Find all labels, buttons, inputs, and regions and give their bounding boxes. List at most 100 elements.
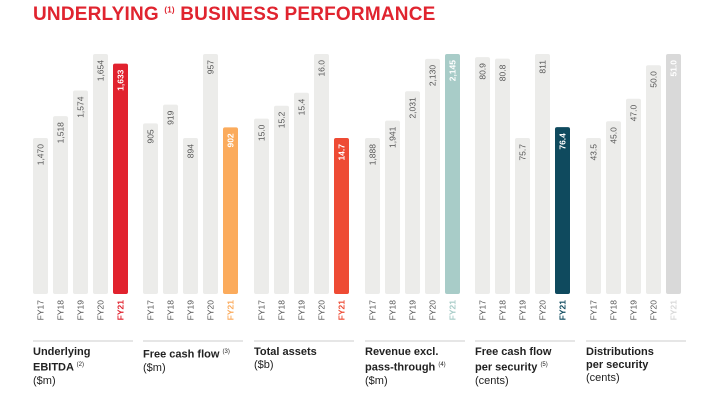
panel-label-line2: pass-through (4)	[365, 359, 465, 375]
bar-revenue-fy17	[365, 138, 380, 294]
bar-fcf_per_security-fy18	[495, 58, 510, 294]
bar-value-label: 75.7	[518, 144, 528, 161]
bar-value-label: 14.7	[337, 144, 347, 161]
category-label: FY17	[36, 300, 46, 321]
category-label: FY21	[558, 300, 568, 321]
panel-footnote-ref: (5)	[540, 362, 548, 368]
category-label: FY21	[669, 300, 679, 321]
category-label: FY19	[629, 300, 639, 321]
bar-revenue-fy21	[445, 54, 460, 294]
category-label: FY17	[589, 300, 599, 321]
category-label: FY18	[277, 300, 287, 321]
bar-total_assets-fy19	[294, 92, 309, 295]
bar-free_cash_flow-fy20	[203, 54, 218, 294]
bar-ebitda-fy20	[93, 54, 108, 294]
category-label: FY19	[76, 300, 86, 321]
panel-footnote-ref: (4)	[438, 362, 446, 368]
panel-unit: ($m)	[33, 374, 56, 387]
chart-panel-ebitda: 1,470 FY17 1,518 FY18 1,574 FY19 1,654 FY20 1,63…	[33, 54, 133, 342]
panel-label-revenue: Revenue excl. pass-through (4) ($m)	[365, 346, 465, 388]
panel-label-line1: Free cash flow	[475, 346, 552, 358]
bar-value-label: 76.4	[558, 133, 568, 150]
bar-value-label: 957	[206, 60, 216, 74]
bar-fcf_per_security-fy17	[475, 57, 490, 294]
bar-value-label: 2,145	[448, 60, 458, 82]
page-title: UNDERLYING (1) BUSINESS PERFORMANCE	[33, 4, 435, 26]
bar-value-label: 80.9	[478, 63, 488, 80]
panel-label-ebitda: Underlying EBITDA (2) ($m)	[33, 346, 133, 388]
panel-label-line1: Underlying	[33, 346, 91, 358]
panel-label-line2: per security (5)	[475, 359, 575, 375]
panel-unit: (cents)	[475, 374, 509, 387]
bar-fcf_per_security-fy21	[555, 127, 570, 294]
bar-ebitda-fy21	[113, 63, 128, 294]
bar-value-label: 43.5	[589, 144, 599, 161]
category-label: FY17	[146, 300, 156, 321]
bar-total_assets-fy20	[314, 54, 329, 294]
panel-label-distributions: Distributions per security (cents)	[586, 346, 686, 385]
category-label: FY18	[609, 300, 619, 321]
category-label: FY20	[317, 300, 327, 321]
chart-panel-free_cash_flow: 905 FY17 919 FY18 894 FY19 957 FY20 902 FY21	[143, 54, 243, 342]
panel-label-line1-text: Free cash flow	[143, 348, 220, 361]
panel-label-line1: Free cash flow (3)	[143, 346, 243, 362]
category-label: FY17	[368, 300, 378, 321]
bar-free_cash_flow-fy18	[163, 104, 178, 295]
bar-value-label: 45.0	[609, 127, 619, 144]
chart-panel-distributions: 43.5 FY17 45.0 FY18 47.0 FY19 50.0 FY20 51.0 FY21	[586, 54, 686, 342]
bar-value-label: 1,654	[96, 60, 106, 82]
bar-value-label: 16.0	[317, 60, 327, 77]
bar-total_assets-fy18	[274, 105, 289, 294]
category-label: FY19	[297, 300, 307, 321]
category-label: FY20	[206, 300, 216, 321]
category-label: FY21	[226, 300, 236, 321]
panel-unit: ($m)	[143, 361, 166, 374]
bar-value-label: 1,470	[36, 144, 46, 166]
category-label: FY18	[498, 300, 508, 321]
bar-distributions-fy19	[626, 98, 641, 294]
panel-label-line2: per security	[586, 359, 649, 371]
bar-value-label: 2,130	[428, 65, 438, 87]
bar-value-label: 47.0	[629, 105, 639, 122]
bar-value-label: 15.4	[297, 98, 307, 115]
bar-value-label: 902	[226, 133, 236, 147]
panel-footnote-ref: (3)	[222, 349, 230, 355]
bar-value-label: 1,574	[76, 96, 86, 118]
panel-unit: (cents)	[586, 372, 620, 384]
category-label: FY21	[116, 300, 126, 321]
category-label: FY19	[186, 300, 196, 321]
category-label: FY20	[649, 300, 659, 321]
bar-value-label: 811	[538, 60, 548, 74]
title-text-end: BUSINESS PERFORMANCE	[180, 4, 436, 25]
bar-free_cash_flow-fy17	[143, 123, 158, 294]
bar-distributions-fy20	[646, 65, 661, 294]
category-label: FY17	[478, 300, 488, 321]
bar-value-label: 50.0	[649, 71, 659, 88]
bar-free_cash_flow-fy19	[183, 138, 198, 294]
bar-value-label: 1,633	[116, 69, 126, 91]
panel-label-line2-text: pass-through	[365, 361, 436, 374]
bar-distributions-fy18	[606, 121, 621, 294]
title-footnote-ref: (1)	[164, 5, 175, 15]
bar-revenue-fy18	[385, 120, 400, 295]
category-label: FY19	[408, 300, 418, 321]
category-label: FY18	[56, 300, 66, 321]
bar-value-label: 1,941	[388, 126, 398, 148]
bar-distributions-fy17	[586, 138, 601, 294]
panel-label-free-cash-flow: Free cash flow (3) ($m)	[143, 346, 243, 375]
bar-ebitda-fy18	[53, 116, 68, 294]
panel-label-line2: EBITDA (2)	[33, 359, 133, 375]
bar-total_assets-fy17	[254, 118, 269, 294]
panel-label-total-assets: Total assets ($b)	[254, 346, 354, 372]
panel-footnote-ref: (2)	[76, 362, 84, 368]
bar-value-label: 1,518	[56, 122, 66, 144]
category-label: FY19	[518, 300, 528, 321]
bar-free_cash_flow-fy21	[223, 127, 238, 294]
bar-revenue-fy20	[425, 58, 440, 294]
bar-value-label: 51.0	[669, 60, 679, 77]
category-label: FY21	[337, 300, 347, 321]
chart-panel-revenue: 1,888 FY17 1,941 FY18 2,031 FY19 2,130 FY20 2,14…	[365, 54, 465, 342]
category-label: FY20	[428, 300, 438, 321]
bar-value-label: 15.2	[277, 111, 287, 128]
